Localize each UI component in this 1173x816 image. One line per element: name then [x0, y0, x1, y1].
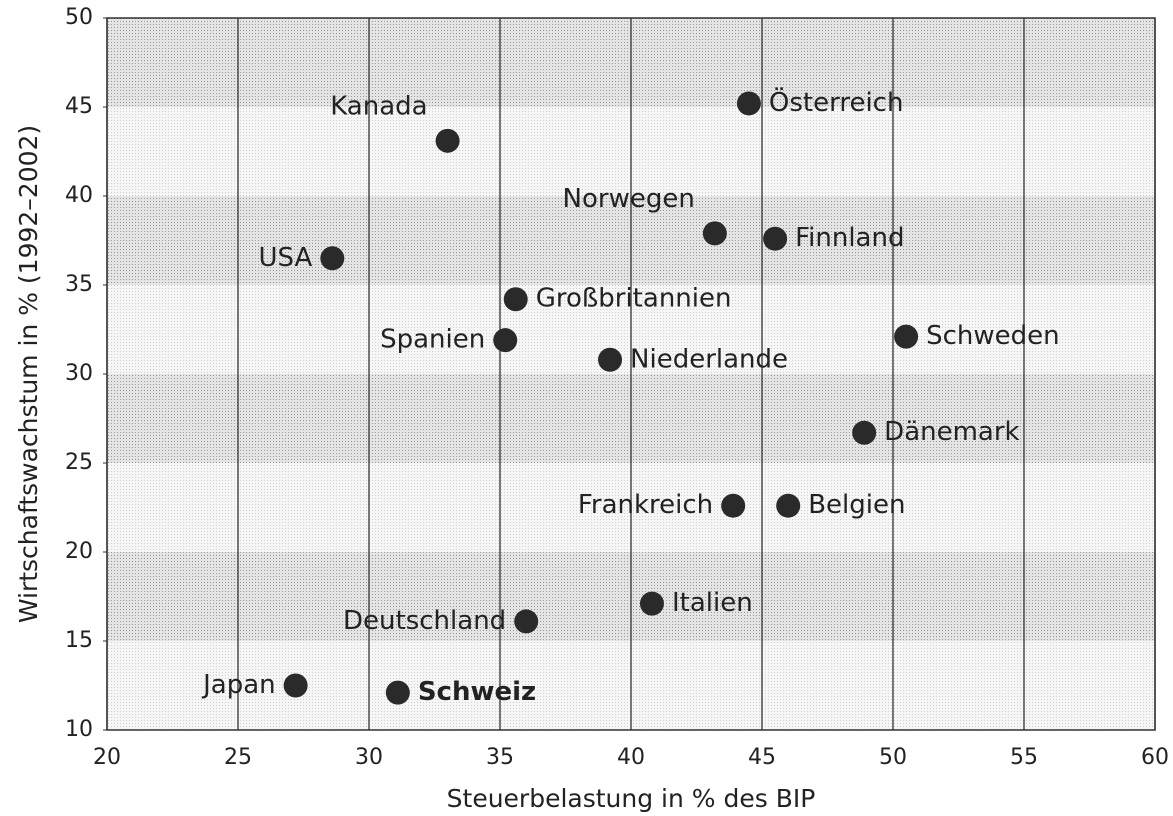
- point: [776, 493, 801, 518]
- point: [763, 226, 788, 251]
- x-tick-label: 60: [1141, 745, 1169, 770]
- point-label: Großbritannien: [536, 284, 732, 314]
- x-tick-label: 35: [486, 745, 514, 770]
- point: [283, 673, 308, 698]
- point-label: Schweiz: [418, 677, 536, 707]
- point: [894, 324, 919, 349]
- y-tick-label: 20: [65, 539, 93, 564]
- point: [435, 128, 460, 153]
- x-tick-label: 20: [93, 745, 121, 770]
- point: [493, 328, 518, 353]
- y-tick-label: 50: [65, 5, 93, 30]
- point: [598, 347, 623, 372]
- point: [721, 493, 746, 518]
- x-axis-label: Steuerbelastung in % des BIP: [447, 784, 816, 813]
- y-tick-label: 35: [65, 272, 93, 297]
- y-tick-label: 45: [65, 94, 93, 119]
- point: [852, 420, 877, 445]
- y-axis-label: Wirtschaftswachstum in % (1992–2002): [14, 125, 43, 623]
- y-tick-label: 40: [65, 183, 93, 208]
- x-tick-label: 30: [355, 745, 383, 770]
- point-label: Belgien: [808, 490, 905, 520]
- point: [639, 591, 664, 616]
- x-tick-label: 40: [617, 745, 645, 770]
- point-label: Österreich: [769, 86, 904, 118]
- y-tick-label: 15: [65, 628, 93, 653]
- point-label: Deutschland: [343, 606, 506, 636]
- point: [702, 221, 727, 246]
- point-label: Niederlande: [630, 344, 788, 374]
- point-label: Japan: [201, 670, 276, 700]
- x-tick-label: 50: [879, 745, 907, 770]
- point-label: Schweden: [926, 321, 1060, 351]
- point-label: Spanien: [380, 325, 485, 355]
- point-label: Finnland: [795, 223, 904, 253]
- point: [736, 91, 761, 116]
- y-tick-label: 10: [65, 717, 93, 742]
- point-label: Kanada: [330, 91, 427, 121]
- y-tick-label: 25: [65, 450, 93, 475]
- x-tick-label: 45: [748, 745, 776, 770]
- point-label: Norwegen: [563, 184, 695, 214]
- point-label: Frankreich: [578, 490, 713, 520]
- point-label: Dänemark: [884, 417, 1019, 447]
- point: [503, 287, 528, 312]
- point: [385, 680, 410, 705]
- point-label: USA: [259, 243, 313, 273]
- x-tick-label: 25: [224, 745, 252, 770]
- point-label: Italien: [672, 588, 753, 618]
- point: [320, 246, 345, 271]
- y-tick-label: 30: [65, 361, 93, 386]
- x-tick-label: 55: [1010, 745, 1038, 770]
- point: [514, 609, 539, 634]
